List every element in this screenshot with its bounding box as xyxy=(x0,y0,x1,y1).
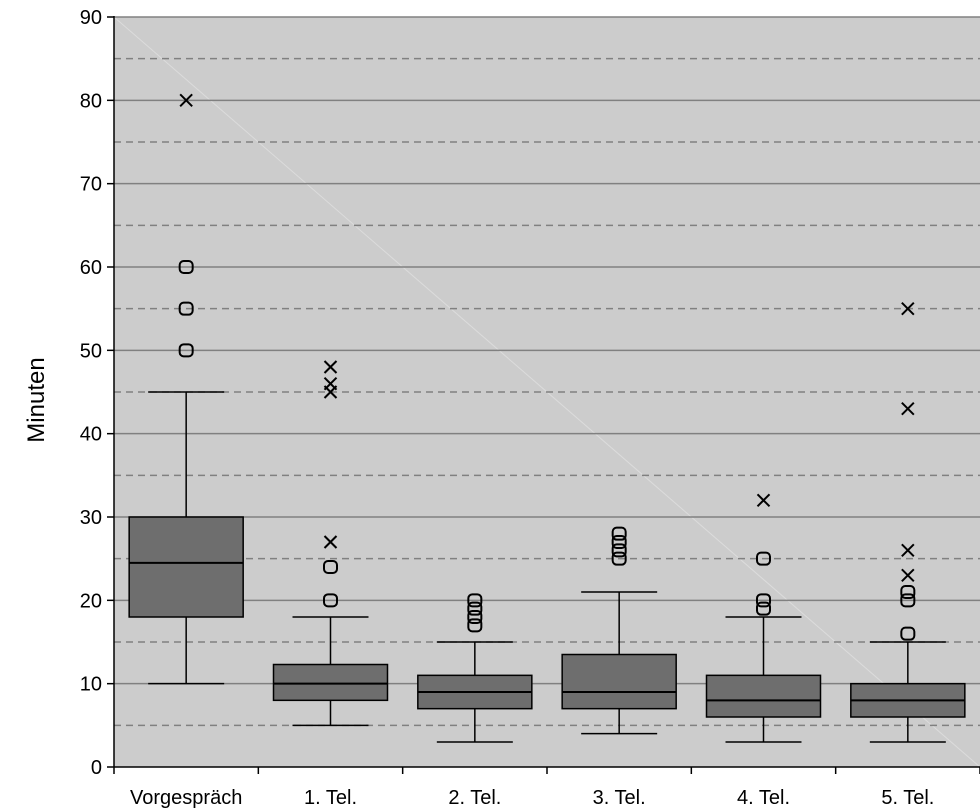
box-iqr xyxy=(272,663,389,702)
outlier-point xyxy=(756,551,771,566)
extreme-point xyxy=(901,301,915,316)
box-group xyxy=(417,593,533,743)
outlier-point xyxy=(178,343,194,358)
y-tick-label: 10 xyxy=(80,674,102,696)
x-tick-label: 4. Tel. xyxy=(737,787,790,809)
outlier-point xyxy=(900,593,916,608)
box-iqr xyxy=(561,653,677,710)
box-group xyxy=(850,301,966,743)
x-tick-label: 5. Tel. xyxy=(881,787,934,809)
outlier-point xyxy=(756,593,771,608)
extreme-point xyxy=(901,543,915,558)
extreme-point xyxy=(323,376,338,391)
extreme-point xyxy=(323,360,338,374)
box-group xyxy=(561,526,677,735)
y-tick-label: 0 xyxy=(91,757,102,779)
extreme-point xyxy=(323,535,338,549)
y-tick-label: 20 xyxy=(80,590,102,612)
outlier-point xyxy=(467,601,483,616)
y-tick-label: 90 xyxy=(80,7,102,29)
y-axis: 0 10 20 30 40 50 60 70 80 90 xyxy=(80,7,115,779)
y-tick-label: 70 xyxy=(80,174,102,196)
x-tick-label: 1. Tel. xyxy=(304,787,357,809)
y-tick-label: 80 xyxy=(80,90,102,112)
outlier-point xyxy=(467,618,483,633)
outlier-point xyxy=(467,593,483,608)
outlier-point xyxy=(611,543,627,558)
y-axis-title: Minuten xyxy=(23,357,50,442)
box-group xyxy=(705,493,822,743)
outlier-point xyxy=(611,526,627,541)
x-tick-label: Vorgespräch xyxy=(130,787,242,809)
y-tick-label: 60 xyxy=(80,257,102,279)
outlier-point xyxy=(756,601,771,616)
outlier-point xyxy=(178,301,194,316)
outlier-point xyxy=(611,535,627,549)
box-group xyxy=(128,93,244,685)
outlier-point xyxy=(900,585,916,599)
outlier-point xyxy=(900,626,916,641)
y-tick-label: 50 xyxy=(80,340,102,362)
box-iqr xyxy=(705,674,822,718)
x-tick-label: 3. Tel. xyxy=(593,787,646,809)
outlier-point xyxy=(323,593,338,608)
gridlines xyxy=(114,16,980,727)
outlier-point xyxy=(178,260,194,274)
y-tick-label: 30 xyxy=(80,507,102,529)
box-iqr xyxy=(128,516,244,618)
extreme-point xyxy=(179,93,193,108)
outlier-point xyxy=(467,610,483,624)
extreme-point xyxy=(901,568,915,583)
extreme-point xyxy=(756,493,771,508)
box-group xyxy=(272,360,389,727)
y-tick-label: 40 xyxy=(80,424,102,446)
extreme-point xyxy=(901,401,915,416)
x-tick-label: 2. Tel. xyxy=(448,787,501,809)
outlier-point xyxy=(323,560,338,574)
x-axis: Vorgespräch 1. Tel. 2. Tel. 3. Tel. 4. Tel. 5… xyxy=(113,766,980,809)
outlier-point xyxy=(611,551,627,566)
boxes xyxy=(128,93,966,743)
